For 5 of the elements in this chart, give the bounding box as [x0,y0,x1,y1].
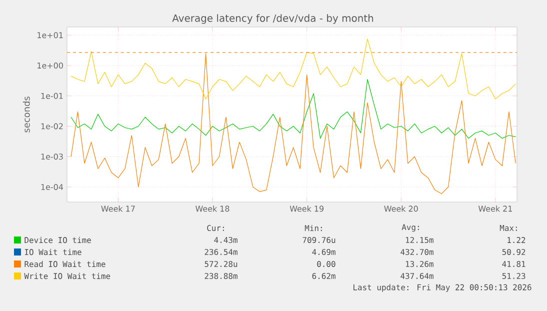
chart-title: Average latency for /dev/vda - by month [172,14,374,24]
y-axis-title: seconds [22,96,30,132]
line-series [70,38,516,100]
line-series [70,79,516,139]
line-series [70,53,516,194]
